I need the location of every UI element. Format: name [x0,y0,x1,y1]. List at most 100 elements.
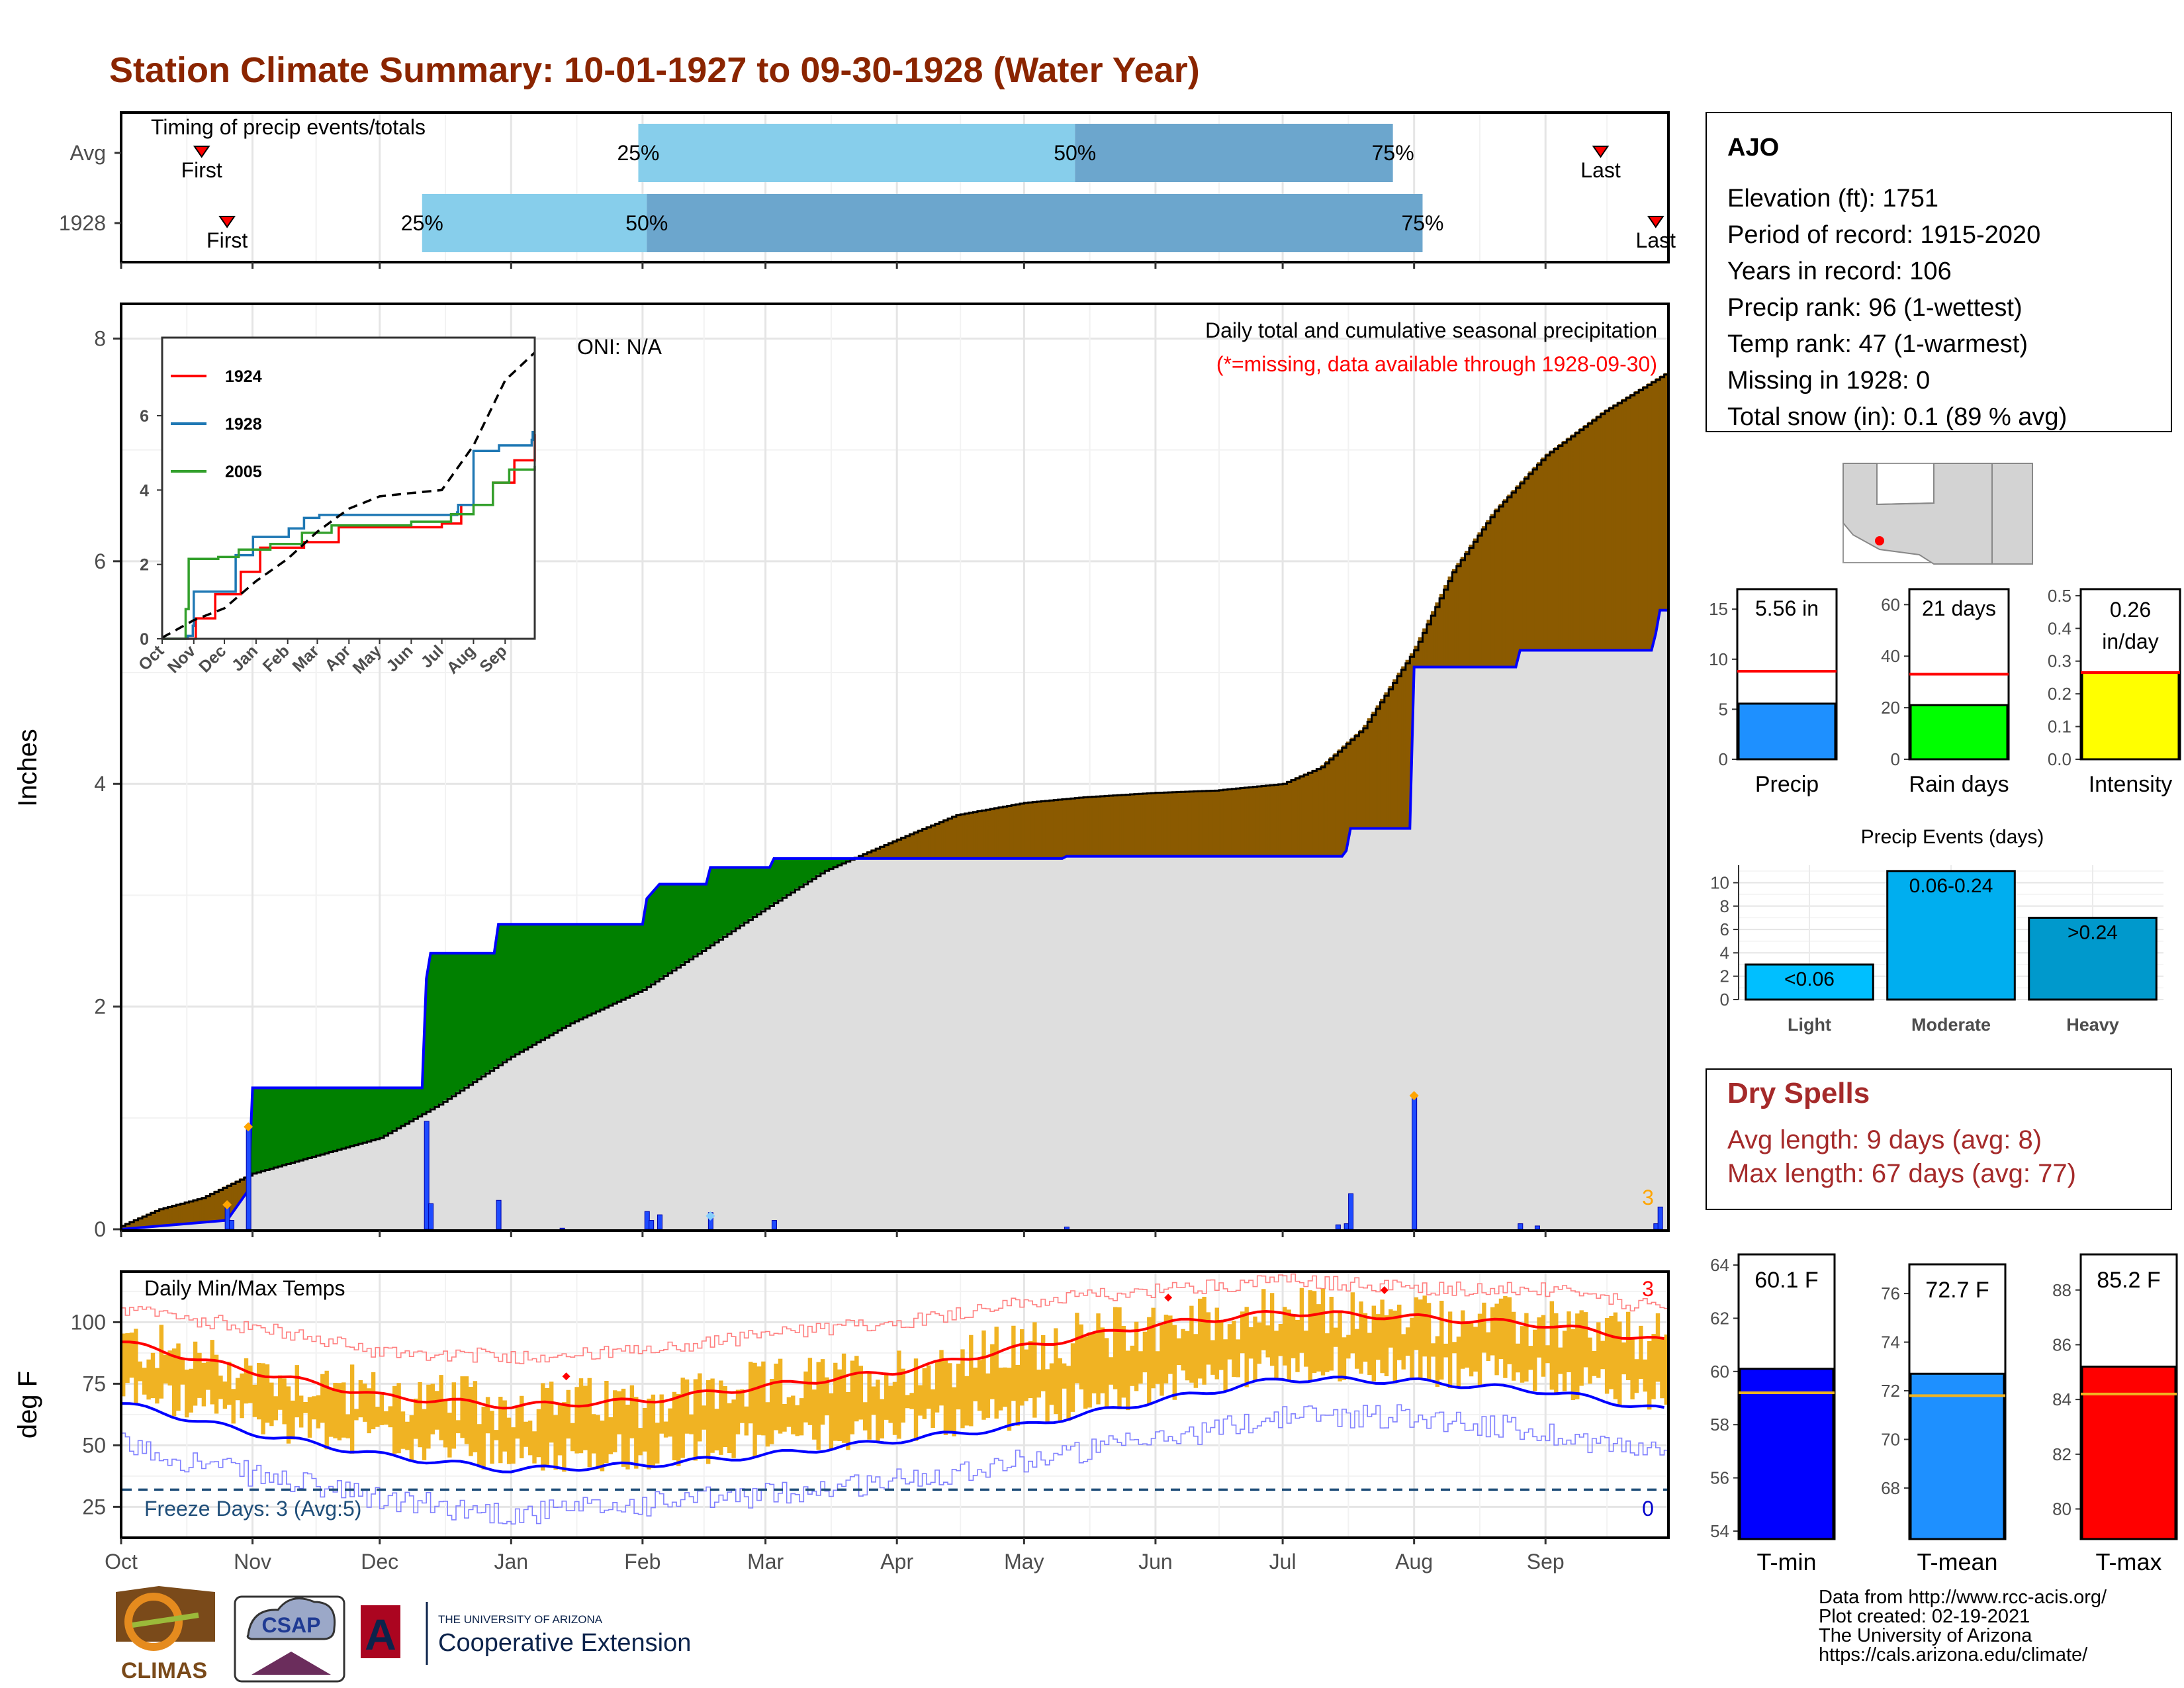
daily-precip-bar [1657,1206,1663,1230]
temp-y-tick-label: 100 [71,1310,106,1334]
temp-bar-y-tick-label: 56 [1710,1468,1729,1488]
inset-legend-label: 1924 [225,367,262,386]
ua-logo-small-text: THE UNIVERSITY OF ARIZONA [438,1613,603,1626]
dry-spells-box: Dry Spells Avg length: 9 days (avg: 8) M… [1706,1068,2172,1210]
record-low-count: 0 [1642,1497,1654,1521]
daily-precip-bar [428,1203,434,1230]
timing-bar-50-75 [647,194,1423,252]
station-info-line: Years in record: 106 [1727,258,1952,285]
first-event-label: First [181,158,222,182]
temp-bar-y-tick-label: 80 [2052,1499,2071,1519]
precip-event-marker [705,1211,715,1221]
timing-p50-label: 50% [1054,141,1096,165]
first-event-marker [193,146,210,158]
month-tick-label: Dec [361,1550,398,1573]
mini-bar-y-tick-label: 0.1 [2048,717,2071,737]
daily-precip-bar [246,1126,251,1230]
dry-spells-title: Dry Spells [1727,1077,1870,1109]
normal-min-line [120,1376,1664,1474]
climas-logo-ring [124,1593,183,1651]
mini-bar-y-tick-label: 60 [1881,594,1900,614]
timing-rows: Avg 25% 50% 75% First Last 1928 25% 50% 75% First L… [59,124,1676,252]
mini-bar-value [1737,702,1837,761]
temp-bar-y-tick-label: 88 [2052,1280,2071,1300]
inset-y-tick-label: 0 [140,630,149,649]
events-y-tick-label: 0 [1720,990,1729,1009]
station-location-dot [1875,536,1884,545]
timing-panel-title: Timing of precip events/totals [151,115,426,139]
daily-precip-bar [559,1227,565,1230]
inset-legend-label: 1928 [225,415,262,434]
temp-y-axis: 25 50 75 100 [71,1310,120,1519]
inset-y-tick-label: 4 [140,481,149,500]
record-high-marker [1164,1293,1173,1302]
events-y-tick-label: 10 [1710,872,1729,892]
temp-bar-y-tick-label: 70 [1881,1429,1900,1449]
station-info-line: Total snow (in): 0.1 (89 % avg) [1727,403,2067,431]
mini-bar-value-label: 5.56 in [1755,596,1819,620]
mini-bar-label: Intensity [2089,772,2173,797]
events-category-label: Heavy [2066,1015,2119,1035]
precip-event-marker [222,1199,232,1209]
temp-panel-frame [120,1270,1670,1539]
inset-x-tick-label: Nov [164,641,199,677]
temp-y-tick-label: 25 [82,1495,106,1519]
dry-spells-avg: Avg length: 9 days (avg: 8) [1727,1125,2042,1154]
temp-bar-y-tick-label: 84 [2052,1389,2071,1409]
events-category-label: Moderate [1911,1015,1991,1035]
month-tick-label: May [1004,1550,1044,1573]
temp-bar-y-tick-label: 82 [2052,1444,2071,1464]
record-high-marker [1380,1286,1388,1295]
footer-credits: Data from http://www.rcc-acis.org/Plot c… [1819,1587,2107,1665]
missing-note: (*=missing, data available through 1928-… [1216,352,1657,376]
temp-bar-value [1739,1368,1835,1540]
temp-bar-y-tick-label: 60 [1710,1362,1729,1382]
precip-events-content: 0 2 4 6 8 10 <0.06 Light 0.06-0.24 Moderate >0.24 H… [1710,865,2163,1035]
month-tick-label: Jul [1269,1550,1297,1573]
mini-bar-value-unit: in/day [2102,630,2158,653]
temp-panel: Daily Min/Max Temps Freeze Days: 3 (Avg:… [13,1270,1670,1573]
inset-x-tick-label: Mar [289,641,322,675]
climas-logo: CLIMAS [116,1586,215,1683]
mini-bar-y-tick-label: 0.2 [2048,684,2071,704]
mini-bar-y-tick-label: 5 [1719,699,1728,719]
map-new-mexico-region [1991,463,2033,565]
csap-logo: CSAP [234,1595,345,1683]
station-info-line: Missing in 1928: 0 [1727,367,1930,395]
mini-bar-y-tick-label: 40 [1881,646,1900,666]
mini-bar-y-tick-label: 0.5 [2048,586,2071,606]
timing-p75-label: 75% [1372,141,1414,165]
mini-bar-y-tick-label: 0.0 [2048,749,2071,769]
csap-logo-text: CSAP [262,1613,321,1637]
record-high-marker [562,1372,570,1381]
temp-title: Daily Min/Max Temps [144,1276,345,1300]
first-event-label: First [206,228,248,252]
record-min-line [121,1404,1668,1524]
events-y-tick-label: 2 [1720,966,1729,986]
daily-precip-bar [1064,1227,1069,1230]
temp-bar-label: T-min [1757,1548,1817,1575]
inset-y-tick-label: 6 [140,407,149,426]
daily-precip-bar [1348,1193,1354,1230]
ua-logo-block [361,1605,400,1658]
events-y-tick-label: 4 [1720,943,1729,962]
station-info-box: AJO Elevation (ft): 1751 Period of record… [1706,112,2172,432]
timing-bar-50-75 [1075,124,1393,182]
events-y-tick-label: 8 [1720,896,1729,916]
csap-mountain [251,1652,331,1675]
temp-bar-charts: 54 56 58 60 62 64 60.1 F T-min 68 70 72 74 76 72.7 F T… [1710,1253,2178,1575]
ua-logo-big-text: Cooperative Extension [438,1629,691,1657]
mini-bar-value [1909,704,2009,761]
events-bar [1886,870,2016,1001]
events-category-label: Light [1788,1015,1831,1035]
temp-bar-value [2081,1366,2177,1540]
events-bar [1745,963,1874,1001]
station-info-line: Period of record: 1915-2020 [1727,221,2040,249]
temp-bar-y-tick-label: 54 [1710,1521,1729,1541]
precip-cumulative-fill [121,610,1668,1229]
events-y-tick-label: 6 [1720,919,1729,939]
mini-bar-value-label: 21 days [1922,596,1996,620]
mini-bar-y-tick-label: 0.3 [2048,651,2071,671]
